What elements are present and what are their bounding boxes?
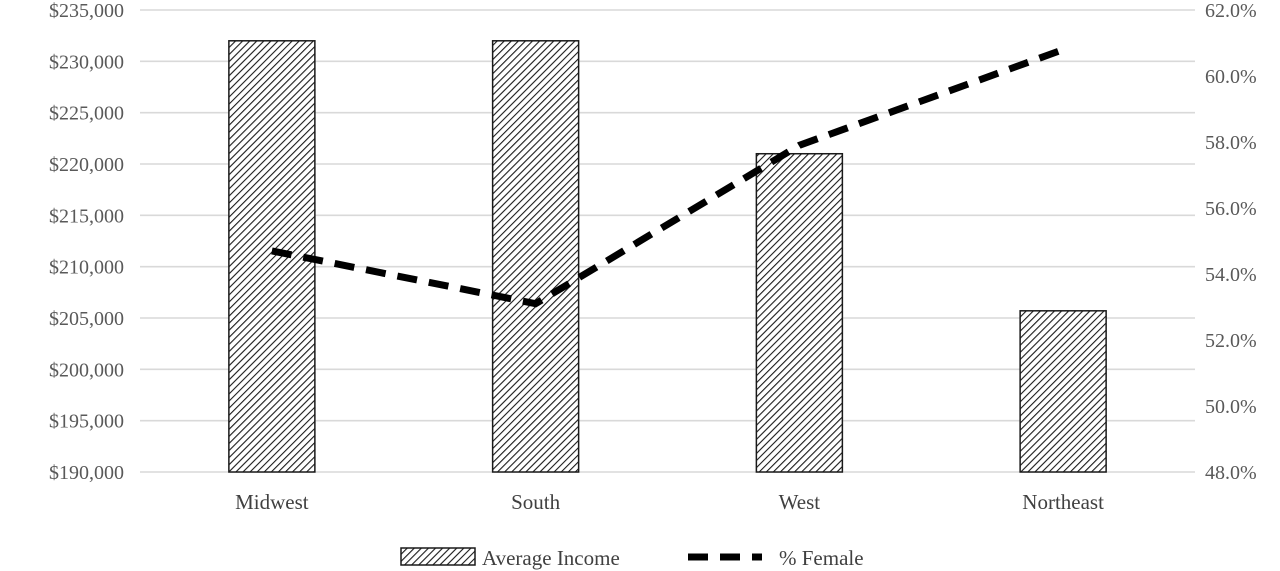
legend-income-label: Average Income — [482, 546, 620, 570]
left-tick-label: $230,000 — [49, 51, 124, 73]
category-axis-labels: Midwest South West Northeast — [235, 490, 1104, 514]
income-bars — [228, 40, 1107, 473]
right-tick-label: 48.0% — [1205, 462, 1257, 484]
income-bar-west — [755, 152, 844, 473]
category-label: South — [511, 490, 561, 514]
right-tick-label: 50.0% — [1205, 396, 1257, 418]
income-bar-northeast — [1019, 310, 1107, 473]
left-tick-label: $210,000 — [49, 257, 124, 279]
gridlines — [140, 9, 1195, 473]
female-line-layer — [271, 46, 1065, 308]
left-axis-labels: $235,000 $230,000 $225,000 $220,000 $215,000… — [49, 0, 124, 484]
right-tick-label: 58.0% — [1205, 132, 1257, 154]
category-label: Midwest — [235, 490, 309, 514]
left-tick-label: $215,000 — [49, 205, 124, 227]
left-tick-label: $205,000 — [49, 308, 124, 330]
left-tick-label: $225,000 — [49, 103, 124, 125]
female-percent-line — [271, 46, 1065, 308]
left-tick-label: $220,000 — [49, 154, 124, 176]
right-tick-label: 56.0% — [1205, 198, 1257, 220]
left-tick-label: $190,000 — [49, 462, 124, 484]
left-tick-label: $195,000 — [49, 411, 124, 433]
income-bar-south — [491, 40, 580, 473]
right-tick-label: 62.0% — [1205, 0, 1257, 22]
left-tick-label: $235,000 — [49, 0, 124, 22]
left-tick-label: $200,000 — [49, 359, 124, 381]
right-tick-label: 52.0% — [1205, 330, 1257, 352]
right-axis-labels: 62.0% 60.0% 58.0% 56.0% 54.0% 52.0% 50.0% 48.0% — [1205, 0, 1257, 484]
income-bar-midwest — [228, 40, 316, 473]
right-tick-label: 54.0% — [1205, 264, 1257, 286]
legend: Average Income % Female — [400, 546, 864, 570]
legend-female-label: % Female — [779, 546, 864, 570]
category-label: Northeast — [1022, 490, 1104, 514]
right-tick-label: 60.0% — [1205, 66, 1257, 88]
legend-income-swatch — [400, 547, 476, 566]
category-label: West — [779, 490, 821, 514]
